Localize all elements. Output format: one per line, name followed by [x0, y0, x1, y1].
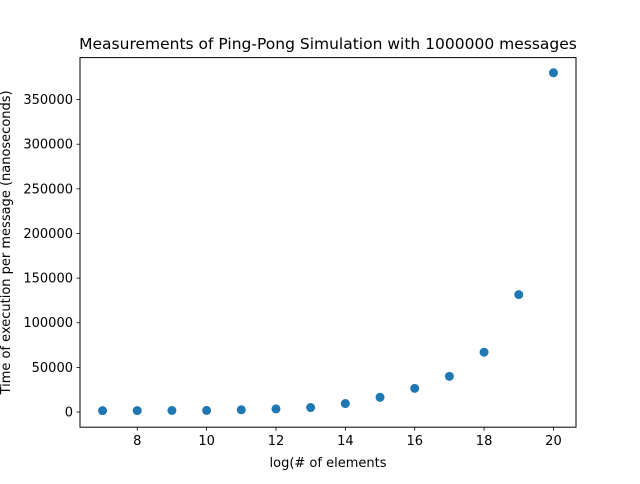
data-point: [445, 372, 454, 381]
y-tick-label: 0: [65, 406, 73, 421]
y-tick-label: 50000: [32, 361, 73, 376]
data-point: [480, 348, 489, 357]
x-tick-label: 20: [545, 434, 562, 449]
x-tick-label: 18: [476, 434, 493, 449]
data-point: [341, 399, 350, 408]
data-point: [410, 384, 419, 393]
data-point: [98, 406, 107, 415]
y-tick-label: 150000: [23, 272, 73, 287]
data-point: [306, 403, 315, 412]
y-axis-label: Time of execution per message (nanosecon…: [0, 90, 14, 395]
y-tick-label: 100000: [23, 316, 73, 331]
data-point: [202, 406, 211, 415]
y-tick-label: 300000: [23, 138, 73, 153]
x-tick-label: 14: [337, 434, 354, 449]
y-tick-label: 200000: [23, 227, 73, 242]
data-point: [514, 290, 523, 299]
data-point: [133, 406, 142, 415]
x-axis-label: log(# of elements: [270, 456, 387, 471]
data-point: [549, 68, 558, 77]
x-tick-label: 12: [268, 434, 285, 449]
y-tick-label: 350000: [23, 93, 73, 108]
data-point: [167, 406, 176, 415]
x-tick-label: 10: [198, 434, 215, 449]
chart-title: Measurements of Ping-Pong Simulation wit…: [79, 35, 577, 53]
data-point: [271, 404, 280, 413]
data-point: [237, 405, 246, 414]
x-tick-label: 8: [133, 434, 141, 449]
y-tick-label: 250000: [23, 182, 73, 197]
x-tick-label: 16: [406, 434, 423, 449]
data-point: [376, 393, 385, 402]
